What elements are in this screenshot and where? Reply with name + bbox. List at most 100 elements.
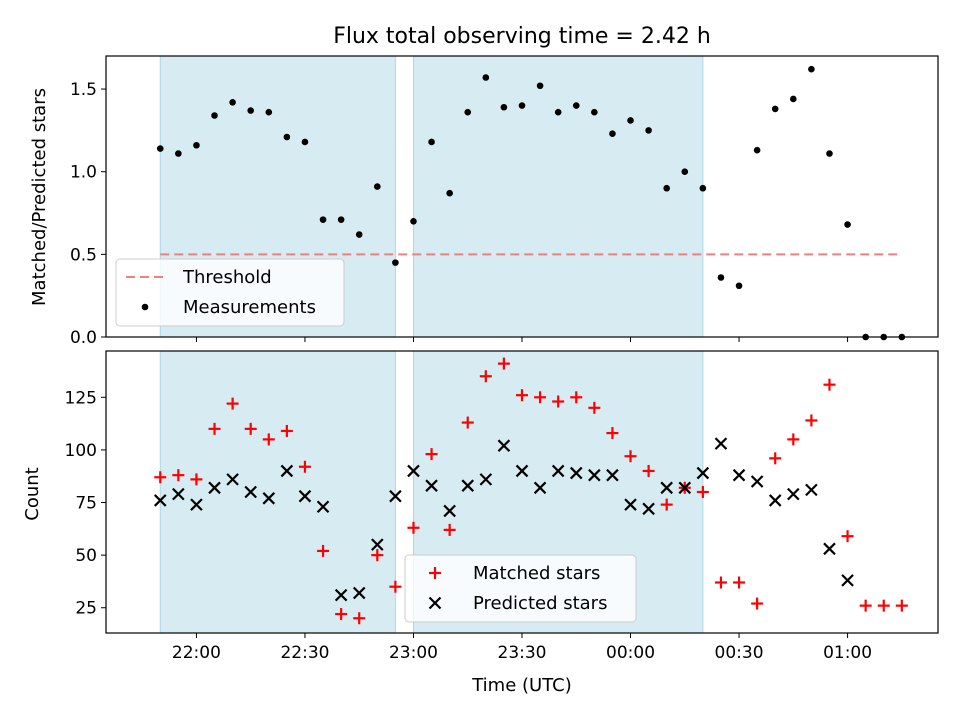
measurement-point — [790, 95, 797, 103]
legend-frame — [115, 258, 345, 327]
matched-star-point — [443, 523, 456, 536]
predicted-legend-label: Predicted stars — [473, 593, 607, 614]
matched-star-point — [172, 469, 185, 482]
x-tick-label: 22:00 — [172, 643, 221, 663]
predicted-star-point — [551, 464, 565, 478]
predicted-legend-marker — [428, 596, 442, 610]
predicted-star-point — [461, 479, 475, 492]
predicted-star-point — [841, 574, 854, 587]
x-tick-label: 00:30 — [715, 643, 764, 663]
y-tick-label: 1.0 — [70, 163, 97, 183]
x-tick-label: 23:00 — [389, 643, 438, 663]
measurement-point — [175, 150, 182, 157]
matched-star-point — [624, 450, 637, 463]
predicted-star-point — [768, 494, 782, 507]
measurement-point — [844, 221, 851, 228]
predicted-star-point — [190, 498, 203, 511]
top-legend: Threshold Measurements — [115, 258, 345, 327]
measurement-point — [572, 102, 580, 109]
measurement-point — [663, 184, 670, 192]
x-tick-label: 00:00 — [606, 643, 655, 663]
matched-star-point — [298, 460, 311, 473]
matched-star-point — [588, 401, 601, 414]
measurement-point — [229, 98, 236, 106]
predicted-star-point — [172, 487, 185, 501]
predicted-star-point — [805, 483, 818, 497]
matched-star-point — [805, 414, 818, 427]
chart-title: Flux total observing time = 2.42 h — [333, 24, 711, 49]
y-tick-label: 100 — [65, 441, 97, 461]
matched-star-point — [497, 357, 510, 370]
matched-star-point — [895, 599, 908, 612]
measurement-point — [717, 274, 725, 281]
predicted-star-point — [371, 538, 384, 551]
predicted-star-point — [497, 439, 511, 452]
y-tick-label: 50 — [75, 546, 97, 566]
predicted-star-point — [750, 475, 764, 488]
y-tick-label: 1.5 — [70, 80, 97, 100]
predicted-star-point — [389, 489, 402, 503]
measurement-point — [319, 216, 327, 223]
measurement-legend-label: Measurements — [183, 297, 316, 318]
predicted-star-point — [642, 502, 655, 516]
legend-frame — [404, 554, 637, 623]
predicted-star-point — [479, 473, 493, 486]
measurement-point — [591, 108, 598, 116]
matched-star-point — [570, 391, 583, 404]
matched-star-point — [190, 473, 203, 486]
y-tick-label: 0.0 — [70, 328, 97, 348]
predicted-star-point — [823, 542, 836, 556]
measurement-legend-marker — [141, 303, 149, 311]
predicted-star-point — [208, 481, 221, 495]
matched-star-point — [823, 378, 836, 391]
predicted-star-point — [280, 464, 294, 478]
predicted-star-point — [660, 481, 673, 495]
x-tick-label: 01:00 — [823, 643, 872, 663]
predicted-star-point — [678, 481, 692, 495]
matched-star-point — [353, 612, 366, 625]
measurement-point — [699, 184, 707, 192]
predicted-star-point — [425, 479, 438, 492]
measurement-point — [627, 117, 634, 124]
x-tick-label: 23:30 — [498, 643, 547, 663]
measurement-point — [355, 231, 363, 238]
shaded-interval — [159, 350, 396, 634]
predicted-star-point — [352, 586, 366, 600]
x-axis-label: Time (UTC) — [471, 675, 572, 696]
predicted-star-point — [316, 500, 330, 514]
measurement-point — [211, 112, 218, 119]
measurement-point — [392, 259, 399, 266]
measurement-point — [808, 65, 815, 73]
matched-star-point — [660, 498, 673, 511]
matched-star-point — [407, 521, 420, 534]
matched-star-point — [696, 486, 709, 498]
matched-star-point — [208, 422, 221, 435]
matched-legend-label: Matched stars — [473, 563, 600, 584]
measurement-point — [428, 138, 435, 146]
predicted-star-point — [606, 468, 619, 482]
y-tick-label: 125 — [65, 388, 97, 408]
matched-star-point — [262, 433, 275, 446]
measurement-point — [518, 102, 526, 109]
matched-star-point — [516, 389, 528, 402]
matched-star-point — [425, 448, 438, 461]
predicted-star-point — [244, 485, 257, 499]
matched-star-point — [317, 544, 330, 557]
measurement-point — [753, 146, 761, 154]
measurement-point — [283, 133, 291, 141]
measurement-point — [301, 138, 309, 146]
measurement-point — [500, 103, 508, 111]
matched-star-point — [280, 424, 293, 437]
matched-star-point — [841, 530, 854, 543]
measurement-point — [337, 216, 345, 223]
measurement-point — [645, 127, 652, 134]
matched-star-point — [335, 608, 348, 621]
measurement-point — [536, 82, 544, 90]
predicted-star-point — [569, 466, 583, 480]
matched-star-point — [859, 599, 872, 612]
predicted-star-point — [153, 494, 167, 507]
measurement-point — [374, 183, 381, 190]
predicted-star-point — [515, 464, 529, 478]
measurement-point — [735, 282, 743, 290]
top-panel: 0.0 0.5 1.0 1.5 Threshold Measurements — [70, 55, 939, 348]
